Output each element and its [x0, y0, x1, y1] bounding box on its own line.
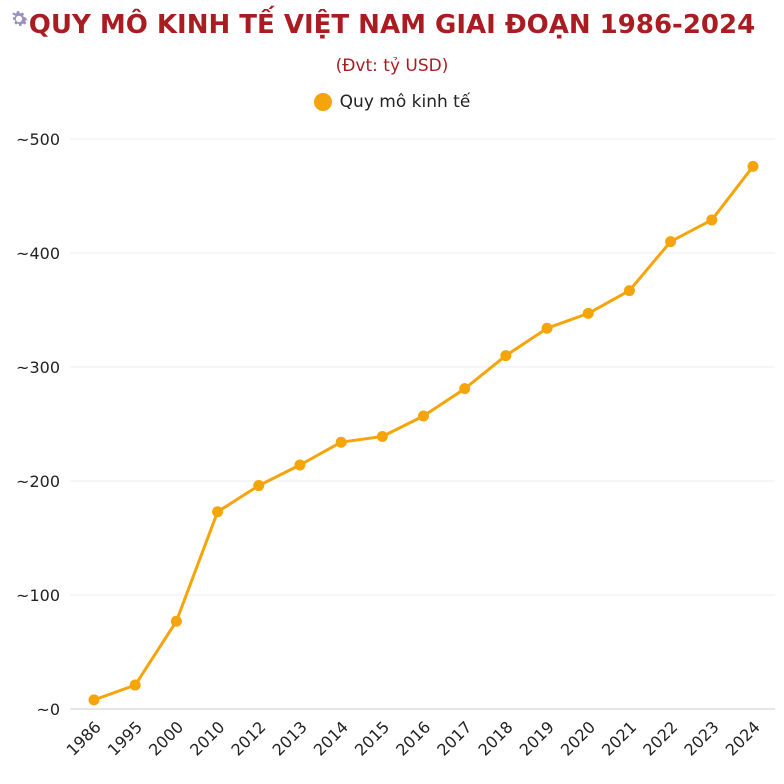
x-tick-label: 2019: [516, 717, 558, 759]
gear-icon[interactable]: [8, 8, 30, 30]
data-point[interactable]: [335, 436, 347, 448]
data-point[interactable]: [88, 694, 100, 706]
x-tick-label: 2021: [598, 717, 640, 759]
x-tick-label: 2000: [145, 717, 187, 759]
x-tick-label: 2024: [722, 717, 764, 759]
x-axis-ticks: 1986199520002010201220132014201520162017…: [63, 717, 764, 759]
x-tick-label: 2018: [474, 717, 516, 759]
data-point[interactable]: [376, 431, 388, 443]
y-tick-label: ~100: [16, 586, 60, 605]
y-tick-label: ~500: [16, 130, 60, 149]
x-tick-label: 2012: [227, 717, 269, 759]
data-point[interactable]: [747, 160, 759, 172]
data-point[interactable]: [459, 383, 471, 395]
x-tick-label: 2022: [639, 717, 681, 759]
x-tick-label: 2013: [269, 717, 311, 759]
y-tick-label: ~400: [16, 244, 60, 263]
x-tick-label: 1995: [104, 717, 146, 759]
legend-label: Quy mô kinh tế: [339, 92, 471, 112]
y-tick-label: ~300: [16, 358, 60, 377]
x-tick-label: 2010: [186, 717, 228, 759]
legend-marker: [313, 93, 332, 111]
data-point[interactable]: [418, 410, 429, 422]
data-point[interactable]: [665, 236, 677, 248]
x-tick-label: 2016: [392, 717, 434, 759]
data-point[interactable]: [500, 350, 512, 362]
x-tick-label: 2014: [310, 717, 352, 759]
y-axis-ticks: ~0 ~100 ~200 ~300 ~400 ~500: [16, 130, 60, 719]
x-tick-label: 2017: [433, 717, 475, 759]
y-tick-label: ~0: [36, 700, 60, 719]
x-tick-label: 2015: [351, 717, 393, 759]
x-tick-label: 1986: [63, 717, 105, 759]
data-point[interactable]: [294, 459, 306, 471]
data-points: [88, 160, 759, 706]
data-point[interactable]: [706, 214, 718, 226]
data-point[interactable]: [253, 480, 265, 492]
series-line: [93, 165, 755, 702]
data-point[interactable]: [212, 506, 224, 518]
legend[interactable]: Quy mô kinh tế: [0, 92, 784, 112]
data-point[interactable]: [129, 679, 141, 691]
x-tick-label: 2023: [680, 717, 722, 759]
y-tick-label: ~200: [16, 472, 60, 491]
chart-title: QUY MÔ KINH TẾ VIỆT NAM GIAI ĐOẠN 1986-2…: [28, 10, 756, 40]
x-tick-label: 2020: [557, 717, 599, 759]
data-point[interactable]: [170, 615, 182, 627]
data-point[interactable]: [541, 322, 553, 334]
data-point[interactable]: [582, 307, 594, 319]
data-point[interactable]: [623, 285, 635, 297]
chart-subtitle: (Đvt: tỷ USD): [335, 56, 449, 76]
